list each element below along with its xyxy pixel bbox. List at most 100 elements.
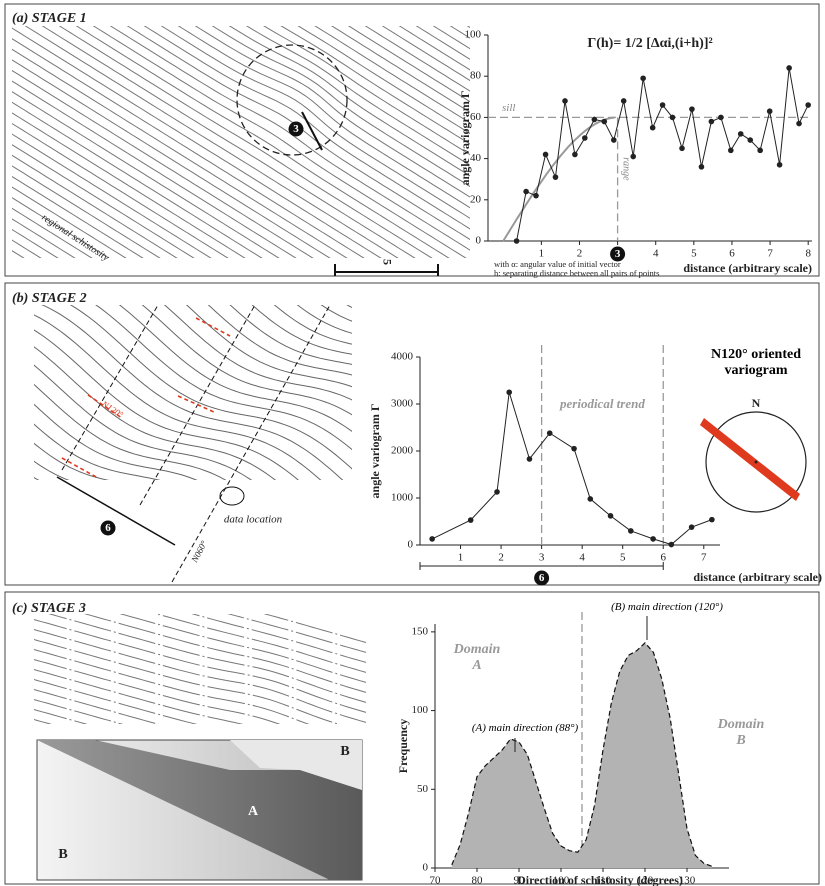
x-tick-label: 8 [805,248,811,260]
drawing-label: data location [224,514,283,526]
data-point [533,192,539,199]
chart-title: Γ(h)= 1/2 [Δαi,(i+h)]² [587,36,712,51]
data-point [572,151,578,158]
y-tick-label: 0 [423,862,429,874]
y-axis-label: Frequency [396,719,410,773]
x-tick-label: 1 [458,552,464,564]
data-point [757,147,763,154]
panel-frame [4,591,820,885]
data-point [668,541,675,548]
schistosity-line [12,144,195,258]
note: h: separating distance between all pairs… [494,268,659,278]
schistosity-line [263,614,367,643]
histogram-area [451,642,713,868]
y-tick-label: 80 [470,70,482,82]
folded-line [118,305,352,433]
folded-line [34,423,161,480]
panel-title: (b) STAGE 2 [12,291,87,306]
data-point [620,98,627,104]
x-tick-label: 6 [729,248,735,260]
schistosity-line [12,228,59,258]
x-tick-label: 5 [691,248,697,260]
schistosity-line [48,614,367,703]
data-point [649,124,656,131]
y-tick-label: 100 [412,704,429,716]
x-tick-label: 3 [615,248,621,260]
x-tick-label: 110 [595,875,612,886]
red-traces [61,317,231,479]
panel-title: (a) STAGE 1 [12,11,87,26]
data-point [786,65,792,71]
y-tick-label: 100 [465,29,482,41]
folded-line [34,460,70,480]
domain-label: Domain A [453,642,501,674]
schistosity-line [12,122,229,258]
schistosity-line [34,649,310,724]
folded-line [95,305,352,451]
schistosity-line [12,250,25,258]
y-axis-label: angle variogram Γ [368,404,382,499]
schistosity-line [12,186,127,258]
data-point [766,108,773,115]
x-tick-label: 130 [679,875,696,886]
drawing-label: B [58,847,67,862]
drawing-label: 3 [293,123,299,135]
x-tick-label: 6 [660,552,666,564]
schistosity-line [331,26,470,113]
schistosity-line [12,48,348,258]
panel-frame [4,282,820,586]
schistosity-line [211,26,470,188]
drawing-label-badge [100,520,116,536]
schistosity-line [12,59,331,258]
x-tick-label: 7 [767,248,773,260]
domain-a-region [37,740,362,880]
schistosity-line [58,26,433,258]
folded-line [34,364,253,480]
schistosity-line [126,26,470,241]
data-point [552,174,559,180]
schistosity-line [12,27,382,258]
folded-line [273,305,352,345]
folded-line [34,329,299,480]
data-location-marker [219,486,245,506]
schistosity-line [83,614,367,693]
schistosity-line [34,659,281,724]
schistosity-line [12,218,76,258]
drawing-label-badge [288,121,304,137]
x-axis-label: distance (arbitrary scale) [693,570,822,584]
folded-line [164,305,352,401]
data-point [640,75,646,82]
schistosity-line [143,26,470,230]
y-axis-label: angle variogram Γ [458,91,472,186]
folded-line [34,442,110,480]
schistosity-line [297,26,470,135]
schistosity-line [12,38,365,258]
schistosity-line [177,26,470,209]
data-point [659,102,666,108]
data-point [513,238,520,244]
data-point [737,131,744,137]
schistosity-line [12,112,246,258]
data-point [718,114,724,121]
scale-line [56,476,176,546]
y-tick-label: 20 [470,193,482,205]
schistosity-line [314,26,470,124]
x-axis-label: distance (arbitrary scale) [683,261,812,275]
schistosity-line [12,175,144,258]
compass-title: N120° oriented variogram [711,347,801,379]
x-axis-label: Direction of schistosity (degrees) [517,873,683,886]
vector [301,111,323,151]
domain-label: Domain B [717,717,765,749]
data-point [708,118,715,125]
drawing-label: B [340,744,349,759]
schistosity-line [398,26,470,71]
data-point [650,536,656,542]
folded-line [34,314,322,480]
x-tick-label: 3 [539,552,545,564]
y-tick-label: 0 [476,235,482,247]
schistosity-line [364,26,470,92]
x-tick-label: 2 [577,248,583,260]
data-point [523,188,529,195]
x-tick-label: 4 [653,248,659,260]
